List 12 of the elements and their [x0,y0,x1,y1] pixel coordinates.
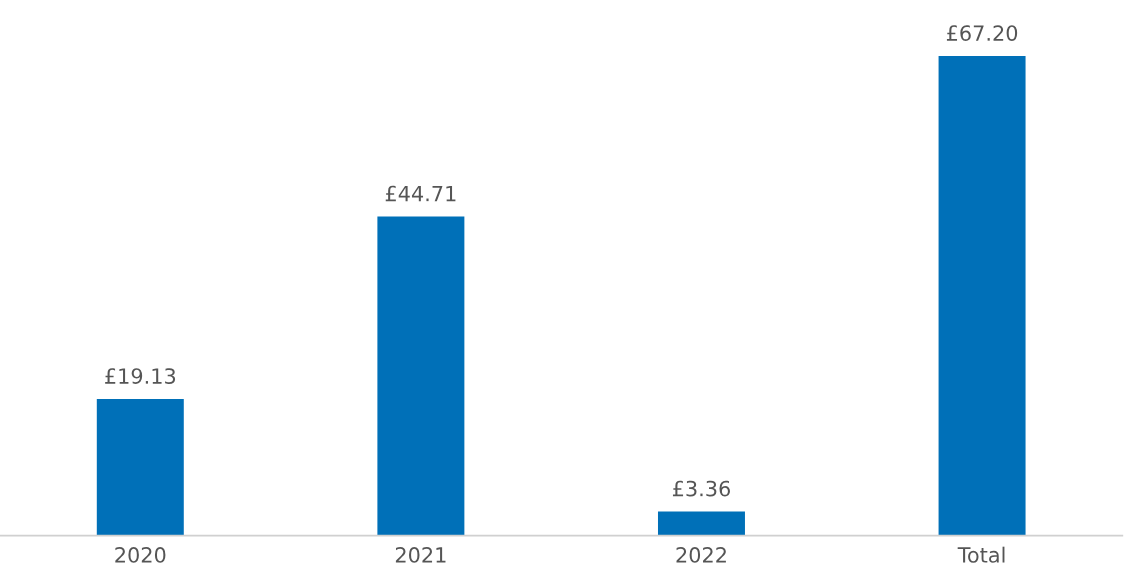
x-tick-label: 2021 [395,547,446,563]
x-tick-label: 2022 [676,547,726,563]
data-label: £19.13 [105,368,176,384]
data-label: £67.20 [946,25,1018,41]
data-label: £44.71 [385,185,456,202]
data-label: £3.36 [672,480,730,497]
bar [657,511,745,536]
bar [938,56,1026,536]
bar [377,216,465,536]
bar [96,399,184,536]
x-tick-label: Total [957,546,1005,563]
x-tick-label: 2020 [115,547,166,563]
